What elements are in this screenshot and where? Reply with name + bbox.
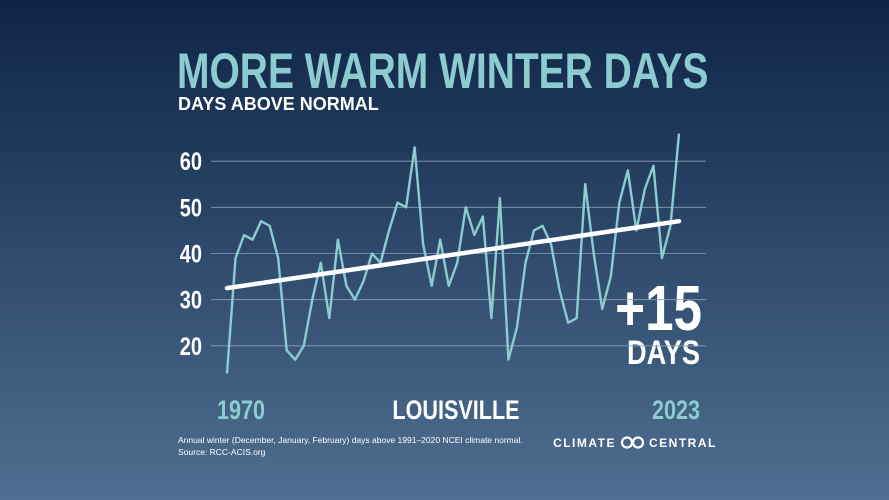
logo-text: CLIMATE bbox=[553, 436, 616, 450]
annotation-unit: DAYS bbox=[627, 333, 700, 372]
x-tick-label: 2023 bbox=[652, 396, 700, 426]
data-line bbox=[225, 133, 681, 374]
footnote: Annual winter (December, January, Februa… bbox=[178, 435, 523, 445]
annotation-value: +15 bbox=[615, 274, 702, 345]
x-tick-label: 1970 bbox=[217, 396, 265, 426]
y-tick-label: 20 bbox=[180, 333, 202, 361]
y-tick-label: 40 bbox=[180, 240, 202, 268]
y-tick-label: 30 bbox=[180, 287, 202, 315]
footnote: Source: RCC-ACIS.org bbox=[178, 447, 266, 457]
logo-text: CENTRAL bbox=[649, 436, 717, 450]
chart-subtitle: DAYS ABOVE NORMAL bbox=[178, 94, 379, 114]
y-tick-label: 50 bbox=[180, 194, 202, 222]
logo-icon bbox=[620, 436, 645, 449]
y-tick-label: 60 bbox=[180, 148, 202, 176]
chart-title: MORE WARM WINTER DAYS bbox=[177, 42, 708, 99]
location-label: LOUISVILLE bbox=[392, 396, 519, 426]
trend-line bbox=[224, 218, 682, 291]
